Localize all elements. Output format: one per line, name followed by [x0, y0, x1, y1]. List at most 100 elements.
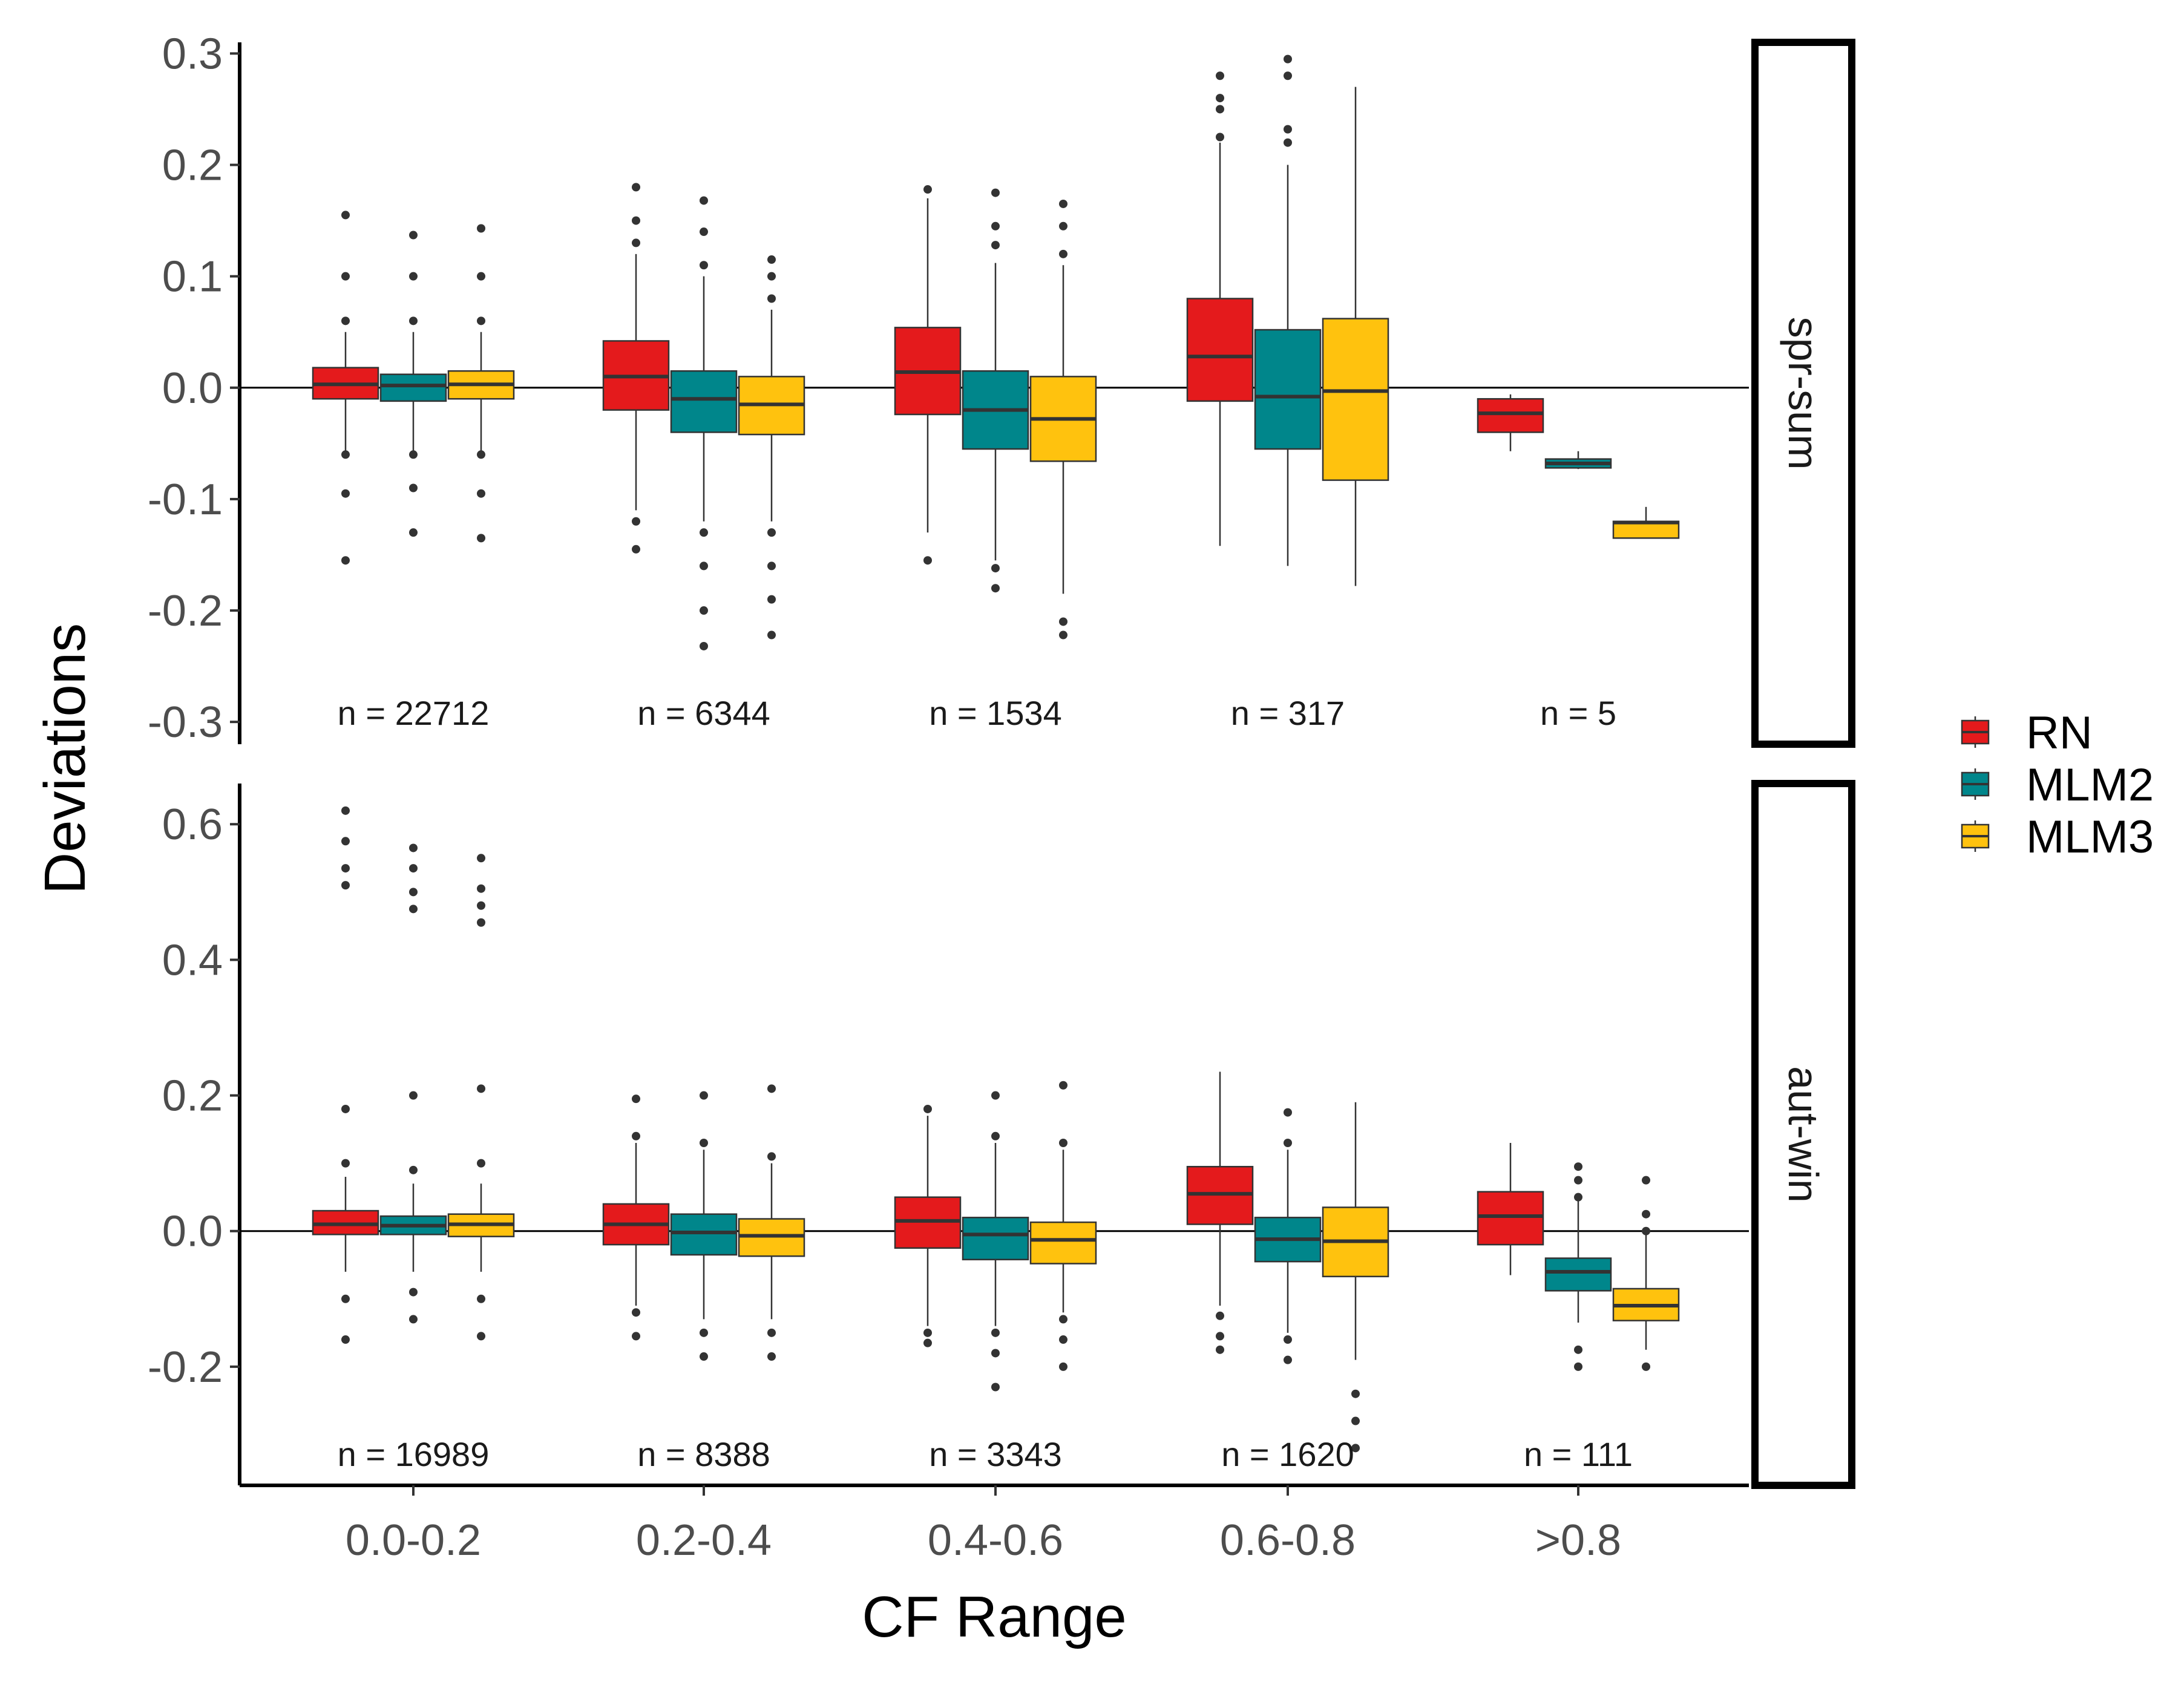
outlier-point: [1216, 71, 1224, 80]
box-mlm2: [379, 231, 447, 537]
y-tick-label: -0.2: [148, 587, 223, 635]
x-tick-label: >0.8: [1535, 1516, 1621, 1565]
box-mlm3: [738, 1084, 805, 1361]
outlier-point: [1059, 630, 1067, 640]
outlier-point: [1059, 1335, 1067, 1344]
outlier-point: [409, 864, 418, 873]
outlier-point: [341, 489, 350, 498]
box-mlm3: [1322, 1102, 1389, 1453]
outlier-point: [341, 881, 350, 890]
y-tick-label: 0.3: [162, 30, 223, 78]
outlier-point: [1059, 1139, 1067, 1148]
outlier-point: [700, 1091, 708, 1100]
outlier-point: [1284, 54, 1292, 64]
outlier-point: [1284, 1108, 1292, 1117]
outlier-point: [1642, 1176, 1650, 1185]
n-label: n = 111: [1524, 1435, 1633, 1473]
outlier-point: [991, 241, 1000, 250]
legend-item-mlm3: MLM3: [1961, 811, 2154, 863]
outlier-point: [767, 272, 776, 281]
outlier-point: [477, 489, 485, 498]
outlier-point: [1059, 221, 1067, 231]
outlier-point: [409, 1288, 418, 1297]
outlier-point: [409, 528, 418, 537]
outlier-point: [700, 1328, 708, 1337]
outlier-point: [923, 1338, 932, 1347]
outlier-point: [767, 561, 776, 571]
outlier-point: [477, 918, 485, 927]
outlier-point: [767, 1328, 776, 1337]
panels-layer: 0.3 0.2 0.1 0.0 -0.1 -0.2 -0.3 n = 22712 n = 634…: [148, 30, 1749, 1485]
y-tick-label: 0.0: [162, 1208, 223, 1256]
box-rn: [1477, 1143, 1544, 1275]
outlier-point: [923, 1104, 932, 1113]
box-iqr: [1322, 318, 1389, 481]
outlier-point: [632, 1131, 640, 1140]
outlier-point: [767, 528, 776, 537]
outlier-point: [700, 561, 708, 571]
outlier-point: [341, 211, 350, 220]
outlier-point: [341, 556, 350, 565]
box-iqr: [1544, 1257, 1612, 1292]
outlier-point: [409, 272, 418, 281]
outlier-point: [923, 556, 932, 565]
outlier-point: [477, 1332, 485, 1341]
outlier-point: [341, 272, 350, 281]
strip-aut-win: aut-win: [1751, 780, 1855, 1489]
outlier-point: [991, 188, 1000, 197]
y-tick-label: 0.0: [162, 364, 223, 413]
outlier-point: [632, 238, 640, 247]
outlier-point: [767, 1352, 776, 1361]
box-mlm2: [1544, 451, 1612, 470]
outlier-point: [409, 450, 418, 459]
outlier-point: [1284, 1355, 1292, 1364]
box-mlm2: [670, 196, 738, 650]
box-rn: [1477, 394, 1544, 451]
outlier-point: [1574, 1162, 1582, 1171]
outlier-point: [700, 1139, 708, 1148]
outlier-point: [477, 854, 485, 863]
outlier-point: [991, 1328, 1000, 1337]
outlier-point: [341, 837, 350, 846]
strips-layer: spr-sum aut-win: [1751, 39, 1855, 1489]
x-axis: 0.0-0.2 0.2-0.4 0.4-0.6 0.6-0.8 >0.8: [240, 1484, 1749, 1565]
outlier-point: [341, 450, 350, 459]
outlier-point: [477, 534, 485, 543]
outlier-point: [700, 227, 708, 237]
outlier-point: [1284, 138, 1292, 147]
outlier-point: [341, 1104, 350, 1113]
outlier-point: [1574, 1176, 1582, 1185]
strip-box: [1751, 780, 1855, 1489]
box-rn: [1186, 71, 1254, 546]
outlier-point: [991, 1349, 1000, 1358]
box-iqr: [1477, 398, 1544, 433]
box-rn: [1186, 1072, 1254, 1354]
strip-label: spr-sum: [1780, 317, 1827, 470]
outlier-point: [767, 630, 776, 640]
outlier-point: [477, 901, 485, 910]
outlier-point: [477, 1159, 485, 1168]
outlier-point: [1351, 1444, 1360, 1453]
outlier-point: [409, 905, 418, 914]
outlier-point: [477, 1084, 485, 1093]
outlier-point: [1216, 133, 1224, 142]
outlier-point: [632, 545, 640, 554]
outlier-point: [477, 272, 485, 281]
outlier-point: [1216, 105, 1224, 114]
x-tick-label: 0.6-0.8: [1220, 1516, 1356, 1565]
outlier-point: [991, 584, 1000, 593]
x-tick-label: 0.2-0.4: [636, 1516, 772, 1565]
n-label: n = 22712: [338, 694, 490, 732]
outlier-point: [1216, 1345, 1224, 1354]
outlier-point: [409, 483, 418, 492]
outlier-point: [991, 221, 1000, 231]
outlier-point: [477, 316, 485, 326]
box-rn: [894, 1104, 962, 1347]
outlier-point: [923, 1328, 932, 1337]
n-label: n = 1534: [929, 694, 1062, 732]
outlier-point: [767, 1152, 776, 1161]
n-label: n = 5: [1540, 694, 1616, 732]
outlier-point: [767, 255, 776, 264]
legend-item-rn: RN: [1961, 707, 2093, 759]
